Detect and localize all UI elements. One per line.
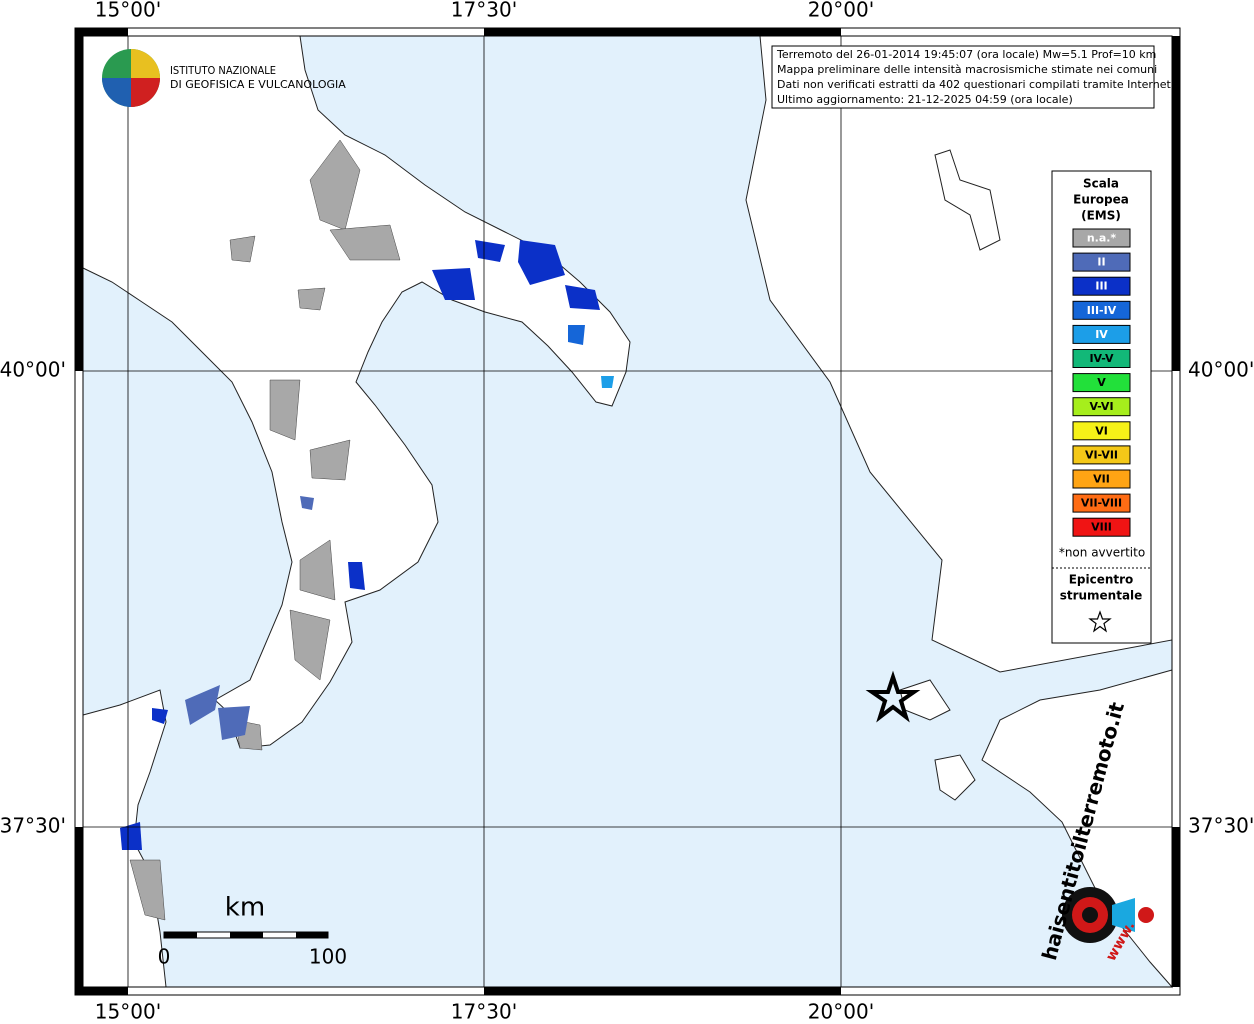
scale-label: 100 [309, 945, 347, 969]
legend-swatch [1072, 228, 1131, 248]
info-box [771, 45, 1155, 109]
legend-swatch [1072, 300, 1131, 320]
scale-label: 0 [158, 945, 171, 969]
legend-label: V-VI [1089, 400, 1113, 413]
epicenter [865, 670, 921, 723]
scale-bar [163, 931, 329, 939]
legend-swatch [1072, 324, 1131, 344]
legend-swatch [1072, 421, 1131, 441]
legend-label: VI [1095, 424, 1108, 437]
island [934, 149, 1001, 251]
scale-unit: km [225, 893, 265, 923]
legend-swatch [1072, 349, 1131, 368]
lat-label: 40°00' [1188, 358, 1254, 382]
lat-label: 40°00' [0, 358, 66, 382]
intensity-patches [120, 139, 614, 921]
legend-note: *non avvertito [1059, 546, 1145, 560]
logo-text: ISTITUTO NAZIONALE [170, 64, 276, 77]
lon-label: 20°00' [808, 1000, 874, 1024]
legend-swatch [1072, 252, 1131, 272]
legend-label: VII-VIII [1081, 497, 1122, 510]
ingv-logo: ISTITUTO NAZIONALE DI GEOFISICA E VULCAN… [102, 49, 346, 107]
graticule [83, 36, 1172, 987]
legend-title: Europea [1073, 193, 1129, 207]
lon-label: 15°00' [95, 1000, 161, 1024]
legend-label: IV-V [1089, 352, 1114, 365]
frame [74, 27, 1181, 996]
lon-label: 15°00' [95, 0, 161, 22]
legend-swatch [1072, 445, 1131, 465]
legend-swatch [1072, 469, 1131, 489]
legend-swatch [1072, 397, 1131, 417]
lon-label: 20°00' [808, 0, 874, 22]
legend-title: (EMS) [1081, 209, 1121, 223]
legend-swatch [1072, 493, 1131, 513]
lat-label: 37°30' [1188, 814, 1254, 838]
legend-label: VII [1093, 473, 1110, 486]
legend-swatch [1072, 517, 1131, 537]
info-line: Dati non verificati estratti da 402 ques… [777, 78, 1174, 91]
lat-label: 37°30' [0, 814, 66, 838]
legend-swatch [1072, 373, 1131, 393]
legend-title: Scala [1083, 177, 1119, 191]
legend-label: VI-VII [1085, 448, 1118, 461]
island [934, 754, 976, 801]
legend-star [1088, 610, 1112, 633]
legend-label: V [1097, 376, 1106, 389]
info-line: Ultimo aggiornamento: 21-12-2025 04:59 (… [777, 93, 1073, 106]
legend-label: III [1095, 280, 1107, 293]
logo-text: DI GEOFISICA E VULCANOLOGIA [170, 78, 346, 91]
lon-label: 17°30' [451, 0, 517, 22]
legend-label: II [1097, 256, 1105, 269]
legend-epicenter: strumentale [1060, 589, 1143, 603]
legend-label: III-IV [1087, 304, 1117, 317]
legend-label: n.a.* [1087, 232, 1117, 245]
info-line: Terremoto del 26-01-2014 19:45:07 (ora l… [776, 48, 1156, 61]
legend-epicenter: Epicentro [1069, 573, 1134, 587]
info-line: Mappa preliminare delle intensità macros… [777, 63, 1157, 76]
legend-label: VIII [1091, 521, 1112, 534]
lon-label: 17°30' [451, 1000, 517, 1024]
legend-label: IV [1095, 328, 1108, 341]
legend-swatch [1072, 276, 1131, 296]
